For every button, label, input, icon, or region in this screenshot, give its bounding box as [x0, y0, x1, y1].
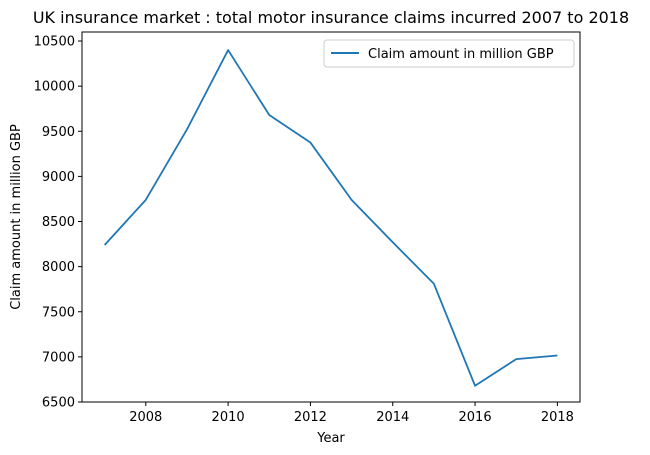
x-tick-label: 2016	[459, 410, 492, 425]
y-tick-label: 7500	[42, 305, 75, 320]
series-layer	[103, 49, 558, 387]
chart-title: UK insurance market : total motor insura…	[33, 8, 629, 27]
plot-frame	[81, 31, 581, 403]
y-axis-label: Claim amount in million GBP	[9, 124, 24, 310]
x-tick-label: 2018	[541, 410, 574, 425]
legend-box	[323, 39, 575, 68]
y-tick-label: 6500	[42, 396, 75, 411]
series-line	[103, 49, 558, 387]
y-tick-label: 10500	[34, 35, 75, 50]
y-tick-label: 9000	[42, 170, 75, 185]
legend-label: Claim amount in million GBP	[368, 47, 554, 62]
x-tick-label: 2010	[212, 410, 245, 425]
plot-area	[81, 31, 581, 403]
y-tick-label: 8000	[42, 260, 75, 275]
y-tick-label: 10000	[34, 80, 75, 95]
x-axis-label: Year	[316, 431, 345, 446]
legend: Claim amount in million GBP	[323, 39, 575, 68]
y-axis: 6500 7000 7500 8000 8500 9000 9500 10000 10500	[34, 35, 82, 411]
y-tick-label: 7000	[42, 350, 75, 365]
x-axis: 2008 2010 2012 2014 2016 2018	[129, 402, 574, 425]
y-tick-label: 8500	[42, 215, 75, 230]
x-tick-label: 2008	[129, 410, 162, 425]
y-tick-label: 9500	[42, 125, 75, 140]
x-tick-label: 2012	[294, 410, 327, 425]
x-tick-label: 2014	[376, 410, 409, 425]
